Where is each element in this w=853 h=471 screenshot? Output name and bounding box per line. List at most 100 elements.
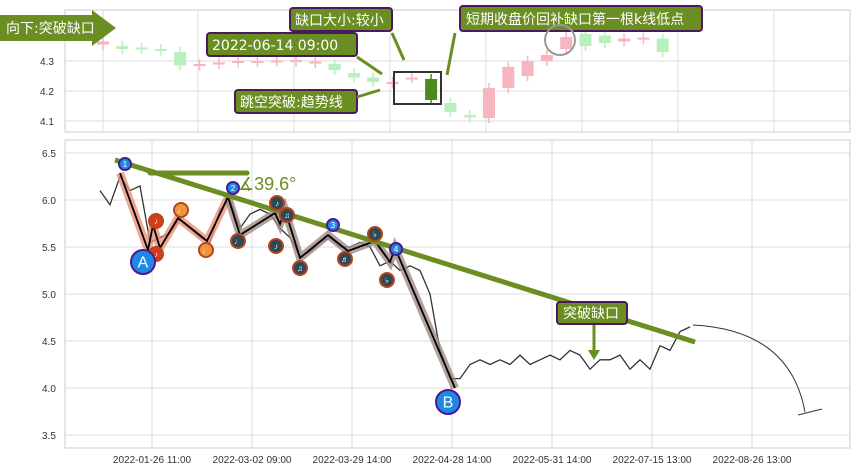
x-tick-label: 2022-01-26 11:00	[113, 455, 192, 466]
candle	[367, 77, 380, 82]
candle	[135, 47, 148, 50]
gap-highlight-box	[393, 71, 442, 105]
point-a	[130, 249, 156, 275]
direction-arrow	[0, 10, 116, 46]
top-y-tick: 4.1	[40, 117, 54, 128]
candle	[483, 88, 495, 118]
y-tick-label: 4.5	[42, 337, 56, 348]
candle	[502, 67, 515, 88]
candle	[579, 34, 592, 46]
y-tick-label: 4.0	[42, 384, 56, 395]
pivot-1	[118, 157, 132, 171]
note-marker	[379, 272, 395, 288]
point-b-label: B	[443, 395, 454, 412]
zigzag-halo-gray	[224, 195, 459, 390]
pivot-3-label: 3	[331, 221, 336, 230]
note-marker-icon: ♭	[373, 230, 377, 239]
gap-label-box	[556, 301, 628, 325]
candle	[463, 115, 476, 118]
note-marker	[269, 195, 285, 211]
note-marker-icon: ♬	[341, 255, 349, 264]
point-b	[435, 389, 461, 415]
x-tick-label: 2022-03-02 09:00	[213, 455, 292, 466]
note-marker-icon: ♩	[177, 206, 185, 215]
note-marker-icon: ♭	[385, 276, 389, 285]
candle	[251, 61, 264, 63]
x-tick-label: 2022-03-29 14:00	[313, 455, 392, 466]
note-marker-icon: ♫	[284, 211, 290, 220]
note-marker-icon: ♪	[275, 199, 279, 208]
candle	[97, 41, 109, 45]
candle	[444, 103, 457, 112]
projection-tick	[797, 408, 823, 416]
note-marker	[173, 202, 189, 218]
candle	[174, 52, 187, 66]
y-tick-label: 6.0	[42, 196, 56, 207]
top-panel-frame	[64, 9, 851, 133]
x-tick-label: 2022-04-28 14:00	[413, 455, 492, 466]
x-tick-label: 2022-08-26 13:00	[713, 455, 792, 466]
x-ticks: 2022-01-26 11:00 2022-03-02 09:00 2022-03-…	[113, 455, 792, 466]
note-marker	[230, 233, 246, 249]
pattern-markers: ♪ ♪ ♩ ♩ ♩ ♪ ♫ ♪ ♫ ♬ ♭ ♭ 1 2 3 4 A B	[118, 157, 461, 415]
bottom-panel-grid	[64, 139, 851, 449]
gap-label: 突破缺口	[563, 306, 619, 322]
note-marker	[292, 260, 308, 276]
gap-arrow-head	[588, 350, 600, 360]
note-marker-icon: ♪	[154, 217, 158, 226]
note-marker-icon: ♪	[154, 250, 158, 259]
top-y-tick: 4.2	[40, 87, 54, 98]
x-tick-label: 2022-05-31 14:00	[513, 455, 592, 466]
top-panel-grid	[64, 9, 851, 133]
candle	[232, 61, 245, 63]
candle	[193, 64, 206, 66]
fill-note-label: 短期收盘价回补缺口第一根k线低点	[466, 11, 684, 28]
annotation-arrows	[356, 32, 457, 99]
x-tick-label: 2022-07-15 13:00	[613, 455, 692, 466]
note-marker-icon: ♫	[297, 264, 303, 273]
note-marker	[367, 226, 383, 242]
fill-note-box	[459, 5, 703, 32]
pivot-4	[389, 242, 403, 256]
candle	[212, 62, 225, 65]
candle	[540, 55, 553, 61]
candle	[290, 60, 302, 63]
price-line	[99, 175, 691, 380]
note-marker	[279, 207, 295, 223]
candle	[521, 61, 534, 76]
candle	[560, 37, 573, 49]
point-a-label: A	[138, 255, 149, 272]
candle	[386, 82, 399, 84]
candle	[598, 35, 611, 43]
candle	[656, 38, 669, 52]
breakout-label: 跳空突破:趋势线	[240, 95, 343, 111]
y-tick-label: 3.5	[42, 431, 56, 442]
candle	[154, 49, 167, 51]
gap-size-box	[289, 7, 393, 32]
candlesticks	[97, 29, 669, 123]
gap-size-label: 缺口大小:较小	[295, 13, 384, 29]
pivot-1-label: 1	[123, 160, 128, 169]
pivot-4-label: 4	[394, 245, 399, 254]
candle	[309, 61, 322, 64]
top-y-tick: 4.3	[40, 57, 54, 68]
breakout-box	[234, 89, 358, 114]
gap-time-box	[206, 32, 358, 57]
note-marker-icon: ♩	[234, 237, 242, 246]
pivot-3	[326, 218, 340, 232]
note-marker	[148, 213, 164, 229]
note-marker	[268, 238, 284, 254]
y-tick-label: 6.5	[42, 149, 56, 160]
note-marker-icon: ♪	[274, 242, 278, 251]
y-tick-label: 5.0	[42, 290, 56, 301]
pivot-2-label: 2	[231, 184, 236, 193]
gap-time-label: 2022-06-14 09:00	[212, 38, 338, 54]
candle	[347, 73, 360, 78]
direction-label: 向下:突破缺口	[6, 21, 95, 37]
projection-curve	[692, 324, 806, 413]
pivot-2	[226, 181, 240, 195]
note-marker	[337, 251, 353, 267]
bottom-y-ticks: 6.5 6.0 5.5 5.0 4.5 4.0 3.5	[42, 149, 56, 442]
candle	[618, 38, 631, 42]
